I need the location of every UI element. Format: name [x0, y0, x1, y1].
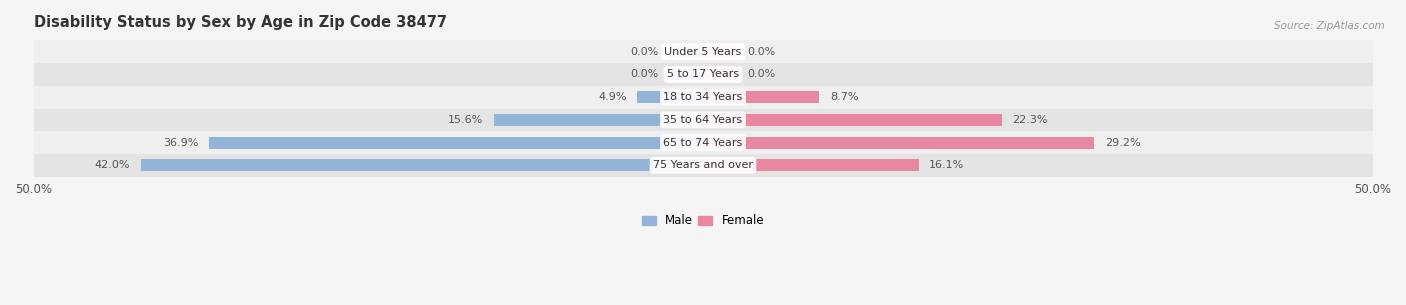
Text: 4.9%: 4.9%: [598, 92, 627, 102]
Text: 42.0%: 42.0%: [94, 160, 129, 170]
Text: 35 to 64 Years: 35 to 64 Years: [664, 115, 742, 125]
Text: 29.2%: 29.2%: [1105, 138, 1140, 148]
Bar: [703, 137, 1094, 149]
Bar: [34, 86, 1372, 109]
Text: 0.0%: 0.0%: [630, 47, 659, 57]
Text: 0.0%: 0.0%: [747, 70, 776, 80]
Bar: [34, 131, 1372, 154]
Bar: [703, 91, 820, 103]
Text: 65 to 74 Years: 65 to 74 Years: [664, 138, 742, 148]
Bar: [34, 154, 1372, 177]
Legend: Male, Female: Male, Female: [637, 210, 769, 232]
Text: 75 Years and over: 75 Years and over: [652, 160, 754, 170]
Bar: [34, 63, 1372, 86]
Bar: [637, 91, 703, 103]
Text: 5 to 17 Years: 5 to 17 Years: [666, 70, 740, 80]
Bar: [141, 160, 703, 171]
Bar: [703, 114, 1001, 126]
Text: Source: ZipAtlas.com: Source: ZipAtlas.com: [1274, 21, 1385, 31]
Text: Under 5 Years: Under 5 Years: [665, 47, 741, 57]
Bar: [34, 40, 1372, 63]
Bar: [703, 160, 918, 171]
Text: 22.3%: 22.3%: [1012, 115, 1047, 125]
Text: Disability Status by Sex by Age in Zip Code 38477: Disability Status by Sex by Age in Zip C…: [34, 15, 447, 30]
Text: 15.6%: 15.6%: [449, 115, 484, 125]
Bar: [494, 114, 703, 126]
Text: 0.0%: 0.0%: [630, 70, 659, 80]
Bar: [703, 69, 737, 81]
Bar: [703, 46, 737, 58]
Text: 36.9%: 36.9%: [163, 138, 198, 148]
Bar: [669, 69, 703, 81]
Text: 16.1%: 16.1%: [929, 160, 965, 170]
Text: 8.7%: 8.7%: [830, 92, 859, 102]
Bar: [34, 109, 1372, 131]
Text: 18 to 34 Years: 18 to 34 Years: [664, 92, 742, 102]
Bar: [209, 137, 703, 149]
Bar: [669, 46, 703, 58]
Text: 0.0%: 0.0%: [747, 47, 776, 57]
